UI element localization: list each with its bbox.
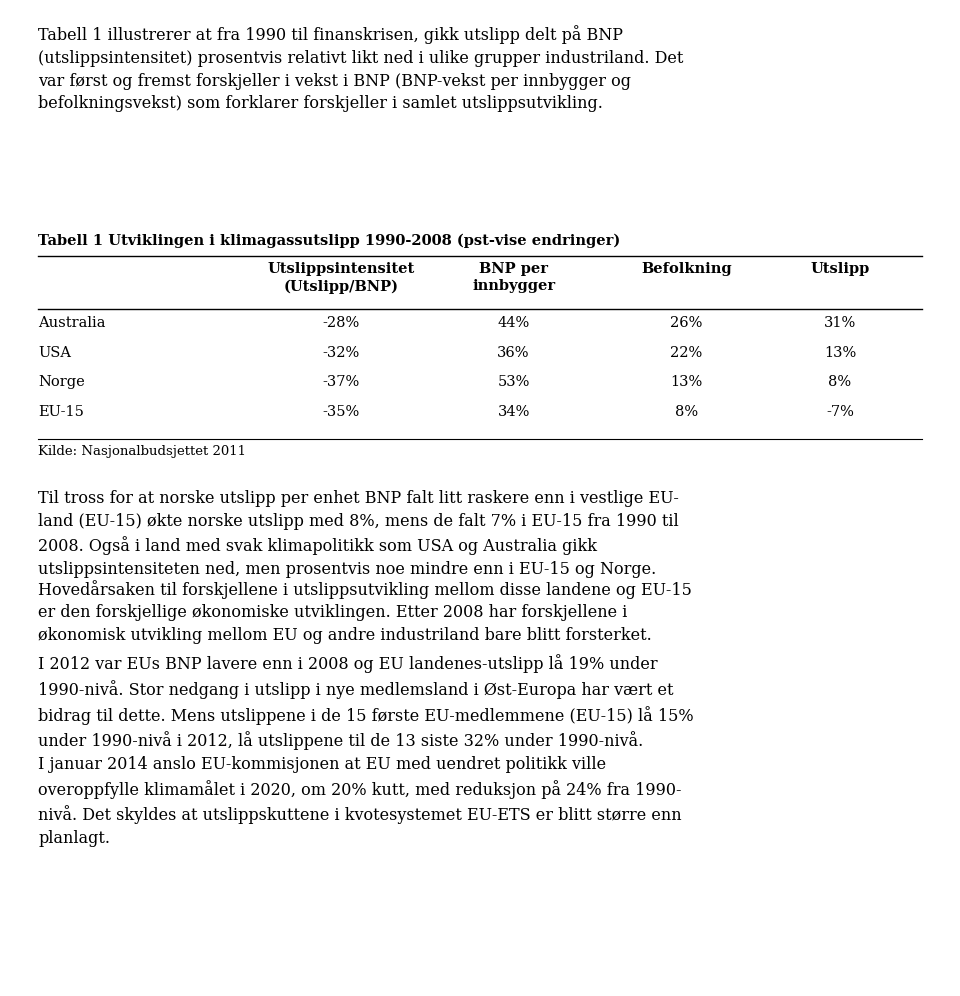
Text: 36%: 36% <box>497 346 530 360</box>
Text: 8%: 8% <box>675 405 698 419</box>
Text: -37%: -37% <box>323 375 359 389</box>
Text: Australia: Australia <box>38 316 106 330</box>
Text: 44%: 44% <box>497 316 530 330</box>
Text: Befolkning: Befolkning <box>641 262 732 276</box>
Text: BNP per
innbygger: BNP per innbygger <box>472 262 555 293</box>
Text: -7%: -7% <box>826 405 854 419</box>
Text: 26%: 26% <box>670 316 703 330</box>
Text: -35%: -35% <box>323 405 359 419</box>
Text: I 2012 var EUs BNP lavere enn i 2008 og EU landenes-utslipp lå 19% under
1990-ni: I 2012 var EUs BNP lavere enn i 2008 og … <box>38 654 694 750</box>
Text: Til tross for at norske utslipp per enhet BNP falt litt raskere enn i vestlige E: Til tross for at norske utslipp per enhe… <box>38 490 680 579</box>
Text: -28%: -28% <box>323 316 359 330</box>
Text: 53%: 53% <box>497 375 530 389</box>
Text: Tabell 1 Utviklingen i klimagassutslipp 1990-2008 (pst-vise endringer): Tabell 1 Utviklingen i klimagassutslipp … <box>38 234 621 248</box>
Text: I januar 2014 anslo EU-kommisjonen at EU med uendret politikk ville
overoppfylle: I januar 2014 anslo EU-kommisjonen at EU… <box>38 756 682 847</box>
Text: EU-15: EU-15 <box>38 405 84 419</box>
Text: Hovedårsaken til forskjellene i utslippsutvikling mellom disse landene og EU-15
: Hovedårsaken til forskjellene i utslipps… <box>38 580 692 644</box>
Text: 22%: 22% <box>670 346 703 360</box>
Text: 34%: 34% <box>497 405 530 419</box>
Text: 31%: 31% <box>824 316 856 330</box>
Text: Kilde: Nasjonalbudsjettet 2011: Kilde: Nasjonalbudsjettet 2011 <box>38 445 247 458</box>
Text: USA: USA <box>38 346 71 360</box>
Text: 13%: 13% <box>824 346 856 360</box>
Text: 13%: 13% <box>670 375 703 389</box>
Text: Norge: Norge <box>38 375 85 389</box>
Text: Utslipp: Utslipp <box>810 262 870 276</box>
Text: -32%: -32% <box>323 346 359 360</box>
Text: Tabell 1 illustrerer at fra 1990 til finanskrisen, gikk utslipp delt på BNP
(uts: Tabell 1 illustrerer at fra 1990 til fin… <box>38 25 684 113</box>
Text: 8%: 8% <box>828 375 852 389</box>
Text: Utslippsintensitet
(Utslipp/BNP): Utslippsintensitet (Utslipp/BNP) <box>267 262 415 294</box>
